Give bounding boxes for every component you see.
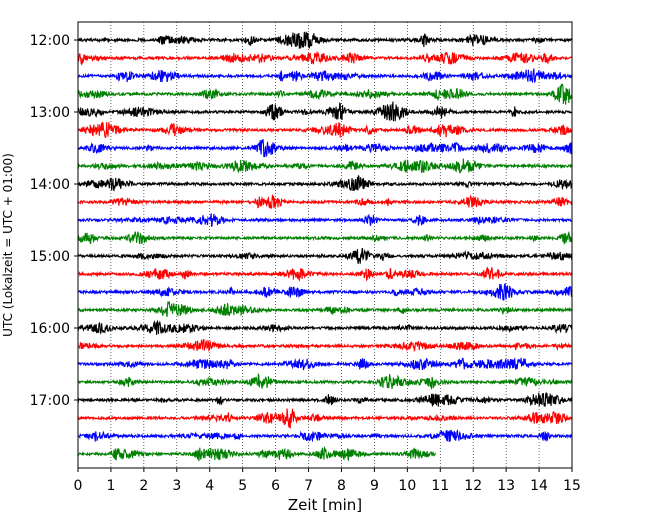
x-tick-label: 5: [238, 478, 247, 494]
x-tick-label: 15: [563, 478, 581, 494]
x-tick-label: 2: [139, 478, 148, 494]
x-tick-label: 0: [74, 478, 83, 494]
trace-line: [77, 300, 573, 317]
trace-line: [77, 408, 573, 429]
trace-line: [77, 357, 573, 371]
trace-line: [77, 138, 573, 158]
trace-line: [77, 101, 573, 122]
trace-line: [77, 31, 573, 49]
x-tick-label: 7: [304, 478, 313, 494]
y-tick-label: 17:00: [30, 393, 70, 409]
y-tick-label: 12:00: [30, 33, 70, 49]
y-tick-label: 15:00: [30, 249, 70, 265]
trace-line: [77, 372, 573, 390]
trace-line: [77, 266, 573, 282]
x-tick-label: 10: [398, 478, 416, 494]
y-axis-ticks: 12:00 13:00 14:00 15:00 16:00 17:00: [30, 33, 78, 409]
trace-line: [77, 445, 436, 462]
trace-line: [77, 83, 573, 105]
x-axis-ticks: 0 1 2 3 4 5 6 7 8 9 10 11 12 13 14 15: [74, 468, 581, 494]
trace-line: [77, 319, 573, 335]
vertical-grid: [110, 22, 540, 468]
trace-line: [77, 429, 573, 443]
trace-line: [77, 282, 573, 301]
trace-line: [77, 338, 573, 353]
y-tick-label: 16:00: [30, 321, 70, 337]
x-tick-label: 9: [370, 478, 379, 494]
trace-line: [77, 247, 573, 265]
x-tick-label: 8: [337, 478, 346, 494]
x-tick-label: 11: [431, 478, 449, 494]
y-tick-label: 13:00: [30, 105, 70, 121]
trace-lines: [77, 31, 573, 462]
x-tick-label: 12: [464, 478, 482, 494]
plot-frame: [77, 21, 573, 469]
x-tick-label: 3: [172, 478, 181, 494]
x-tick-label: 1: [106, 478, 115, 494]
x-axis-label: Zeit [min]: [288, 496, 362, 514]
trace-line: [77, 51, 573, 66]
trace-line: [77, 68, 573, 83]
trace-line: [77, 194, 573, 209]
x-tick-label: 4: [205, 478, 214, 494]
y-axis-label: UTC (Lokalzeit = UTC + 01:00): [1, 153, 15, 337]
trace-line: [77, 121, 573, 139]
trace-line: [77, 175, 573, 192]
y-tick-label: 14:00: [30, 177, 70, 193]
trace-line: [77, 391, 573, 407]
trace-line: [77, 213, 573, 227]
trace-line: [77, 158, 573, 174]
x-tick-label: 13: [497, 478, 515, 494]
x-tick-label: 6: [271, 478, 280, 494]
trace-line: [77, 231, 573, 245]
x-tick-label: 14: [530, 478, 548, 494]
